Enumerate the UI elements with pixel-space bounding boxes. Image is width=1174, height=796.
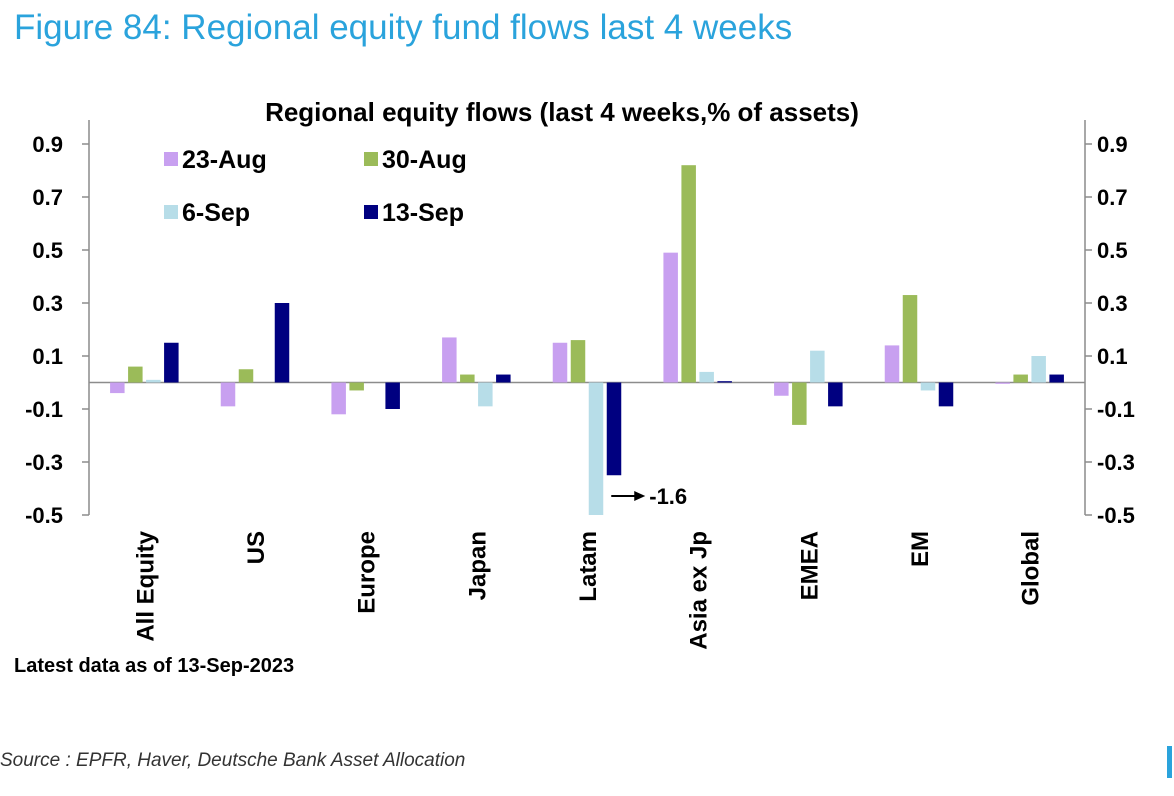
- bar-30-aug-asia-ex-jp: [681, 165, 696, 383]
- x-tick-label: EMEA: [796, 531, 823, 600]
- bar-30-aug-japan: [460, 374, 475, 383]
- x-tick-label: EM: [907, 531, 934, 567]
- bar-6-sep-all-equity: [146, 379, 161, 383]
- legend-swatch-6-sep: [164, 205, 178, 219]
- bar-23-aug-latam: [552, 342, 568, 383]
- bar-30-aug-latam: [570, 340, 586, 383]
- x-tick-label: Asia ex Jp: [686, 531, 713, 650]
- legend-swatch-30-aug: [364, 152, 378, 166]
- bar-6-sep-em: [920, 382, 936, 391]
- figure-title: Figure 84: Regional equity fund flows la…: [14, 8, 793, 47]
- y-tick-label-left: 0.7: [32, 185, 63, 210]
- bar-23-aug-all-equity: [110, 382, 125, 394]
- bar-30-aug-global: [1013, 374, 1028, 383]
- y-tick-label-right: 0.7: [1097, 185, 1128, 210]
- bar-13-sep-emea: [828, 382, 843, 407]
- legend-swatch-23-aug: [164, 152, 178, 166]
- legend-label-23-aug: 23-Aug: [182, 146, 267, 174]
- bar-6-sep-emea: [810, 350, 825, 383]
- legend-label-13-sep: 13-Sep: [382, 199, 464, 227]
- y-tick-label-left: -0.3: [25, 450, 63, 475]
- bar-23-aug-us: [220, 382, 236, 407]
- bar-13-sep-europe: [385, 382, 400, 409]
- y-tick-label-left: -0.1: [25, 397, 63, 422]
- y-tick-label-right: 0.5: [1097, 238, 1128, 263]
- data-note: Latest data as of 13-Sep-2023: [14, 655, 294, 677]
- x-tick-label: US: [243, 531, 270, 564]
- legend-label-30-aug: 30-Aug: [382, 146, 467, 174]
- bar-23-aug-global: [995, 382, 1010, 384]
- bar-13-sep-em: [938, 382, 954, 407]
- bar-6-sep-asia-ex-jp: [699, 371, 714, 383]
- source-note: Source : EPFR, Haver, Deutsche Bank Asse…: [0, 750, 466, 771]
- bar-30-aug-europe: [349, 382, 364, 391]
- legend-swatch-13-sep: [364, 205, 378, 219]
- y-tick-label-left: 0.3: [32, 291, 63, 316]
- bar-13-sep-us: [274, 303, 290, 383]
- bar-23-aug-em: [884, 345, 900, 383]
- bar-13-sep-all-equity: [164, 342, 179, 383]
- annotation-label: -1.6: [649, 484, 687, 509]
- x-tick-label: Japan: [464, 531, 491, 600]
- y-tick-label-left: -0.5: [25, 503, 63, 528]
- y-tick-label-right: 0.3: [1097, 291, 1128, 316]
- bar-13-sep-japan: [496, 374, 511, 383]
- bar-13-sep-global: [1049, 374, 1064, 383]
- bar-13-sep-asia-ex-jp: [717, 381, 732, 383]
- chart: Regional equity flows (last 4 weeks,% of…: [14, 97, 1135, 677]
- chart-title: Regional equity flows (last 4 weeks,% of…: [265, 97, 859, 127]
- x-tick-label: All Equity: [132, 530, 159, 641]
- y-tick-label-right: 0.1: [1097, 344, 1128, 369]
- legend-label-6-sep: 6-Sep: [182, 199, 250, 227]
- x-tick-label: Europe: [354, 531, 381, 614]
- bar-6-sep-global: [1031, 356, 1046, 383]
- y-tick-label-left: 0.9: [32, 132, 63, 157]
- bar-23-aug-japan: [442, 337, 457, 383]
- y-tick-label-left: 0.1: [32, 344, 63, 369]
- y-tick-label-left: 0.5: [32, 238, 63, 263]
- bar-30-aug-all-equity: [128, 366, 143, 383]
- bar-13-sep-latam: [606, 382, 622, 476]
- bar-6-sep-latam: [588, 382, 604, 515]
- bar-30-aug-us: [238, 369, 254, 383]
- bar-23-aug-emea: [774, 382, 789, 396]
- bar-23-aug-europe: [331, 382, 346, 415]
- bar-6-sep-japan: [478, 382, 493, 407]
- y-tick-label-right: 0.9: [1097, 132, 1128, 157]
- y-tick-label-right: -0.1: [1097, 397, 1135, 422]
- bar-23-aug-asia-ex-jp: [663, 252, 678, 383]
- bar-30-aug-em: [902, 295, 918, 383]
- x-tick-label: Global: [1018, 531, 1045, 606]
- x-tick-label: Latam: [575, 531, 602, 602]
- y-tick-label-right: -0.3: [1097, 450, 1135, 475]
- y-tick-label-right: -0.5: [1097, 503, 1135, 528]
- bar-30-aug-emea: [792, 382, 807, 425]
- corner-accent: [1167, 746, 1172, 778]
- annotation-arrowhead: [634, 491, 646, 501]
